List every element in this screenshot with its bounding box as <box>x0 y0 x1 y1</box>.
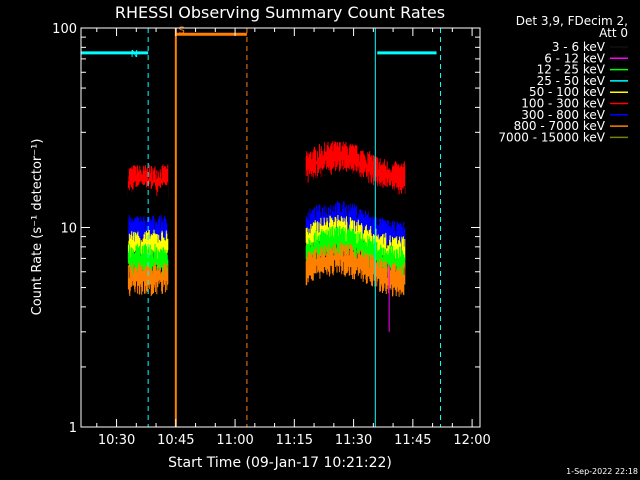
x-tick-label: 10:45 <box>157 433 194 448</box>
x-tick-label: 11:00 <box>216 433 253 448</box>
series-100to300keV <box>127 141 406 199</box>
y-axis-label: Count Rate (s⁻¹ detector⁻¹) <box>30 139 45 316</box>
series-segment <box>305 225 406 280</box>
legend-entry-label: 100 - 300 keV <box>521 97 605 111</box>
x-tick-label: 12:00 <box>453 433 490 448</box>
legend-entry-label: 800 - 7000 keV <box>514 119 606 133</box>
x-tick-label: 11:45 <box>394 433 431 448</box>
series-3to6keV <box>127 165 406 219</box>
series-segment <box>127 262 169 297</box>
footer-date: 1-Sep-2022 22:18 <box>566 467 638 476</box>
saa-s-label: S <box>179 25 185 36</box>
axis-ticks: 10:30 10:45 11:00 11:15 11:30 11:45 12:00 1 10 10… <box>52 22 491 448</box>
y-tick-label: 10 <box>60 222 77 237</box>
y-tick-label: 1 <box>69 421 77 436</box>
legend-entry-label: 25 - 50 keV <box>537 74 606 88</box>
series-12to25keV <box>127 225 406 280</box>
data-layer <box>127 141 406 297</box>
x-axis-label: Start Time (09-Jan-17 10:21:22) <box>168 455 392 471</box>
legend-entry-label: 12 - 25 keV <box>537 63 606 77</box>
series-800to7000keV <box>127 242 406 297</box>
series-segment <box>305 242 406 297</box>
night-n-label: N <box>131 49 138 60</box>
legend-entry-label: 6 - 12 keV <box>544 51 606 65</box>
chart-title: RHESSI Observing Summary Count Rates <box>115 3 445 22</box>
legend-header: Det 3,9, FDecim 2, <box>516 14 628 28</box>
legend-entry-label: 7000 - 15000 keV <box>498 130 605 144</box>
x-tick-label: 11:30 <box>335 433 372 448</box>
series-segment <box>127 243 169 278</box>
series-segment <box>305 165 406 219</box>
y-tick-label: 100 <box>52 22 77 37</box>
series-segment <box>127 181 169 216</box>
x-tick-label: 10:30 <box>98 433 135 448</box>
legend-entry-label: 3 - 6 keV <box>552 40 606 54</box>
x-tick-label: 11:15 <box>276 433 313 448</box>
series-segment <box>305 141 406 196</box>
legend-entry-label: 300 - 800 keV <box>521 108 605 122</box>
legend-header-att: Att 0 <box>599 26 628 40</box>
legend-entry-label: 50 - 100 keV <box>529 85 606 99</box>
